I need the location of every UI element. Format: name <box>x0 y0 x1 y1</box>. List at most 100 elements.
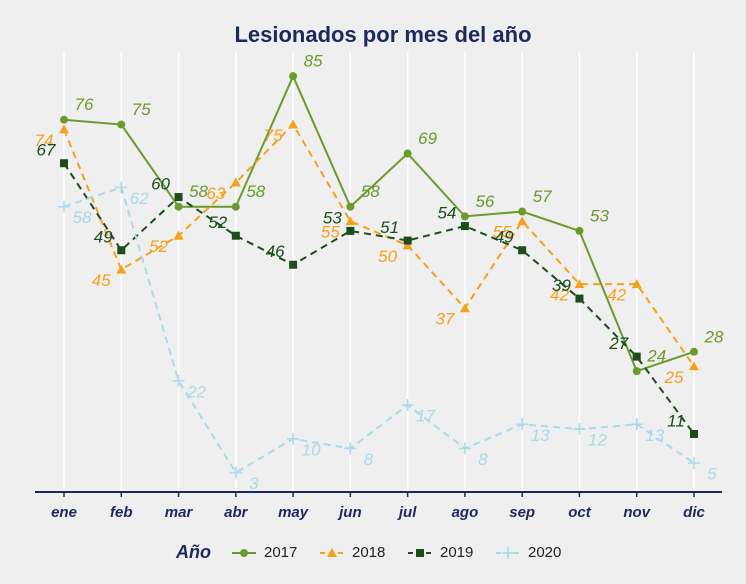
x-tick-label: jul <box>397 504 417 521</box>
marker <box>690 347 698 356</box>
marker <box>59 124 69 134</box>
marker <box>575 294 584 303</box>
marker <box>688 456 700 469</box>
data-label: 67 <box>37 141 56 160</box>
marker <box>289 72 298 81</box>
x-tick-label: abr <box>224 504 249 521</box>
data-label: 3 <box>249 474 259 493</box>
data-label: 62 <box>130 189 149 208</box>
marker <box>344 442 357 455</box>
data-label: 27 <box>608 334 628 353</box>
data-label: 76 <box>75 95 94 114</box>
data-label: 85 <box>304 52 323 71</box>
data-label: 74 <box>35 131 54 150</box>
marker <box>459 303 470 313</box>
marker <box>518 207 527 216</box>
marker <box>229 466 242 479</box>
data-label: 39 <box>552 276 571 295</box>
marker <box>401 398 414 411</box>
data-label: 57 <box>533 187 552 206</box>
data-label: 52 <box>208 213 227 232</box>
marker <box>117 246 126 255</box>
data-label: 11 <box>667 411 685 430</box>
marker <box>631 279 642 289</box>
data-label: 25 <box>664 368 684 387</box>
data-label: 12 <box>588 431 607 450</box>
legend-title: Año <box>175 542 211 562</box>
marker <box>402 240 413 250</box>
marker <box>573 423 586 436</box>
x-tick-label: sep <box>509 504 535 521</box>
data-label: 24 <box>646 347 666 366</box>
line <box>63 162 695 435</box>
legend-label: 2019 <box>440 544 473 561</box>
marker <box>689 361 699 371</box>
marker <box>346 226 355 235</box>
series: 76 75 58 58 85 58 69 56 57 53 24 28 <box>60 52 724 376</box>
data-label: 55 <box>321 223 340 242</box>
x-tick-label: dic <box>683 504 705 521</box>
data-label: 75 <box>264 126 283 145</box>
data-label: 53 <box>323 208 342 227</box>
data-label: 69 <box>418 129 437 148</box>
legend-label: 2018 <box>352 544 385 561</box>
marker <box>288 119 299 129</box>
data-label: 42 <box>607 286 626 305</box>
marker <box>575 226 584 235</box>
marker <box>174 193 183 202</box>
chart-title: Lesionados por mes del año <box>234 22 531 47</box>
marker <box>458 442 471 455</box>
marker <box>289 260 298 269</box>
line <box>63 122 695 367</box>
marker <box>690 429 698 438</box>
data-label: 46 <box>266 242 285 261</box>
marker <box>60 115 68 124</box>
marker <box>632 352 641 361</box>
x-tick-label: oct <box>568 504 592 521</box>
data-label: 51 <box>380 218 399 237</box>
marker <box>502 547 514 559</box>
data-label: 8 <box>478 450 488 469</box>
series: 67 49 60 52 46 53 51 54 49 39 27 11 <box>37 141 698 438</box>
data-label: 53 <box>590 206 609 225</box>
data-label: 52 <box>149 237 168 256</box>
data-label: 8 <box>364 450 374 469</box>
data-label: 22 <box>186 382 206 401</box>
x-tick-label: nov <box>623 504 651 521</box>
data-label: 58 <box>361 182 380 201</box>
legend-label: 2017 <box>264 544 297 561</box>
data-label: 37 <box>435 310 454 329</box>
data-label: 50 <box>378 247 397 266</box>
x-tick-label: may <box>278 504 309 521</box>
data-label: 49 <box>495 228 514 247</box>
data-label: 17 <box>416 406 435 425</box>
data-label: 63 <box>206 184 225 203</box>
data-label: 28 <box>704 327 724 346</box>
data-label: 13 <box>645 426 664 445</box>
data-label: 60 <box>151 175 170 194</box>
x-tick-label: ene <box>51 504 77 521</box>
marker <box>516 418 529 431</box>
data-label: 56 <box>475 192 494 211</box>
marker <box>403 149 412 158</box>
marker <box>460 222 469 231</box>
data-label: 10 <box>302 440 321 459</box>
data-label: 55 <box>493 223 512 242</box>
marker <box>115 181 128 194</box>
marker <box>231 231 240 240</box>
data-label: 75 <box>132 100 151 119</box>
data-label: 45 <box>92 271 111 290</box>
marker <box>231 202 240 211</box>
data-label: 58 <box>246 182 265 201</box>
marker <box>327 548 337 557</box>
series: 58 62 22 3 10 8 17 8 13 12 13 5 <box>58 181 717 493</box>
line <box>63 186 695 475</box>
marker <box>574 279 585 289</box>
x-tick-label: ago <box>452 504 479 521</box>
data-label: 13 <box>531 426 550 445</box>
marker <box>518 246 527 255</box>
marker <box>345 216 356 226</box>
x-tick-label: jun <box>337 504 362 521</box>
marker <box>403 236 412 245</box>
